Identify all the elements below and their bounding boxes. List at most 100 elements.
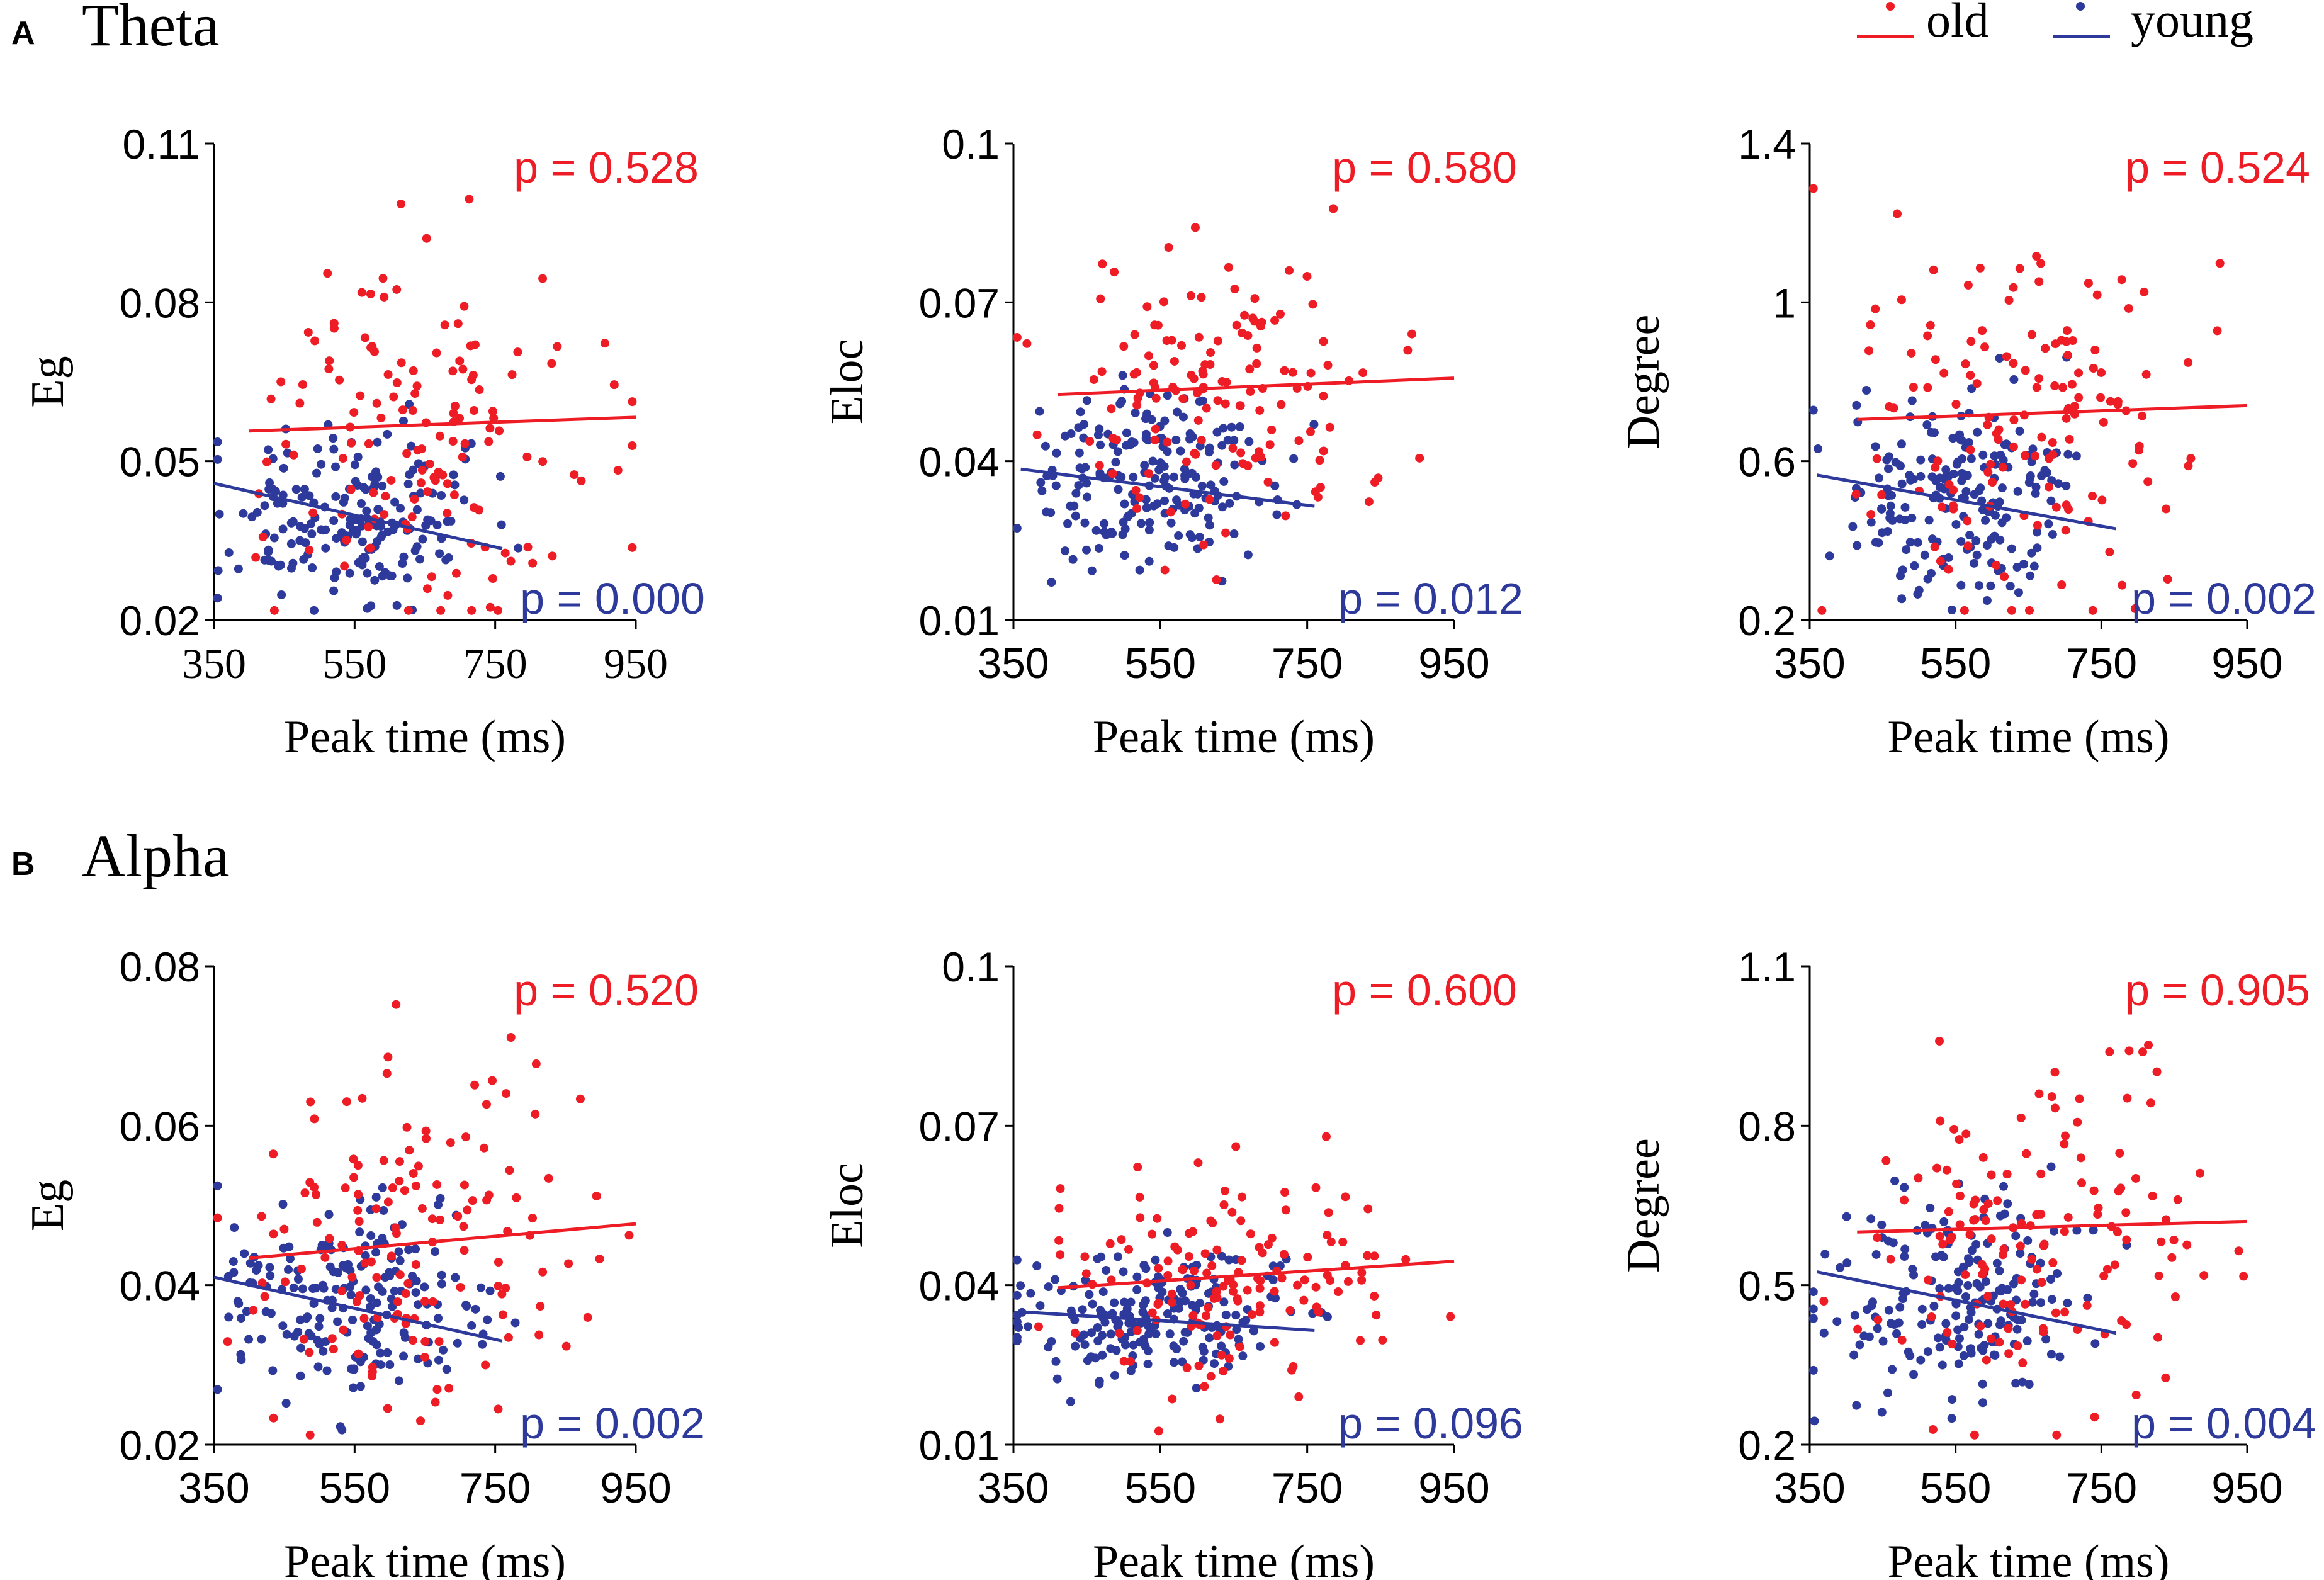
young-point — [1966, 1344, 1975, 1353]
old-point — [538, 1267, 548, 1277]
young-point — [274, 561, 283, 571]
old-point — [2060, 1227, 2069, 1236]
young-point — [261, 1307, 271, 1316]
y-tick-label: 0.08 — [120, 279, 200, 326]
young-point — [1249, 1326, 1258, 1336]
young-point — [244, 1335, 254, 1344]
old-p-value: p = 0.528 — [514, 143, 699, 192]
old-point — [1267, 1233, 1277, 1243]
old-point — [1963, 280, 1973, 290]
old-point — [449, 490, 459, 499]
young-point — [313, 444, 322, 454]
old-point — [609, 380, 619, 390]
young-point — [1151, 1255, 1160, 1265]
young-point — [1012, 1333, 1022, 1342]
old-point — [420, 1352, 429, 1362]
y-tick-label: 0.11 — [122, 121, 200, 167]
old-point — [354, 1217, 364, 1226]
old-point — [628, 397, 637, 407]
young-point — [453, 1338, 462, 1348]
young-point — [383, 1348, 392, 1357]
young-point — [1966, 1307, 1976, 1317]
young-point — [296, 1343, 306, 1353]
young-point — [1112, 1346, 1121, 1355]
young-point — [1270, 481, 1280, 490]
old-point — [1204, 1303, 1213, 1312]
old-point — [431, 1397, 440, 1407]
old-point — [1095, 461, 1104, 470]
old-point — [408, 406, 417, 415]
old-point — [1164, 243, 1173, 252]
old-point — [506, 1032, 516, 1042]
old-point — [1216, 1414, 1225, 1424]
old-point — [353, 1205, 363, 1215]
old-point — [342, 535, 351, 545]
young-point — [1883, 1388, 1893, 1397]
old-point — [1289, 1362, 1298, 1371]
young-point — [1982, 595, 1992, 605]
old-point — [1115, 1329, 1124, 1338]
young-point — [331, 462, 341, 471]
panel-title-theta: Theta — [82, 0, 220, 59]
old-point — [1965, 1230, 1975, 1239]
old-point — [2016, 1113, 2026, 1122]
old-point — [548, 551, 557, 561]
young-point — [1878, 528, 1887, 538]
young-point — [264, 545, 273, 555]
old-point — [2138, 1047, 2148, 1057]
young-point — [1981, 1277, 1990, 1286]
scatter-plot-alpha-eloc: 0.01 0.04 0.07 0.1 350 550 750 950 Peak time (ms… — [821, 944, 1523, 1580]
old-point — [1982, 1355, 1991, 1365]
young-point — [1217, 1341, 1226, 1351]
old-point — [2027, 1255, 2036, 1264]
old-point — [2034, 374, 2044, 383]
old-point — [325, 1234, 334, 1243]
old-point — [1306, 368, 1316, 378]
old-point — [337, 1241, 347, 1250]
young-point — [1074, 481, 1083, 490]
young-point — [366, 1294, 375, 1304]
young-point — [1051, 1275, 1060, 1284]
old-point — [1323, 361, 1333, 370]
old-point — [1153, 1214, 1162, 1223]
old-point — [392, 285, 402, 294]
old-point — [1032, 430, 1042, 439]
old-point — [341, 1183, 350, 1193]
old-point — [628, 543, 637, 552]
old-point — [502, 1089, 511, 1098]
young-point — [1935, 1343, 1944, 1352]
old-point — [1250, 294, 1260, 303]
young-point — [1098, 1331, 1107, 1340]
young-point — [1961, 1292, 1971, 1301]
young-point — [1947, 606, 1956, 615]
young-point — [224, 548, 234, 557]
old-point — [1255, 405, 1265, 415]
old-point — [1240, 310, 1249, 320]
old-p-value: p = 0.600 — [1332, 966, 1517, 1015]
young-point — [1066, 1397, 1075, 1406]
old-point — [413, 446, 422, 455]
young-point — [353, 453, 363, 462]
old-point — [1308, 300, 1317, 309]
young-point — [1913, 538, 1922, 547]
young-point — [1052, 448, 1061, 458]
young-point — [1963, 471, 1972, 480]
old-point — [564, 1259, 573, 1268]
old-point — [1949, 501, 1958, 511]
young-point — [358, 537, 367, 546]
young-point — [379, 1205, 388, 1215]
old-point — [1281, 511, 1290, 521]
old-point — [2061, 526, 2070, 535]
young-point — [443, 517, 452, 526]
old-point — [1334, 1287, 1343, 1297]
young-point — [1185, 530, 1195, 539]
old-point — [1978, 1153, 1988, 1162]
young-point — [1198, 396, 1207, 405]
young-point — [1848, 522, 1858, 531]
young-point — [1867, 1301, 1876, 1311]
old-point — [1873, 1315, 1883, 1324]
old-point — [416, 478, 426, 488]
y-tick-label: 1 — [1773, 279, 1796, 326]
old-point — [395, 1157, 404, 1166]
old-point — [2007, 606, 2016, 615]
